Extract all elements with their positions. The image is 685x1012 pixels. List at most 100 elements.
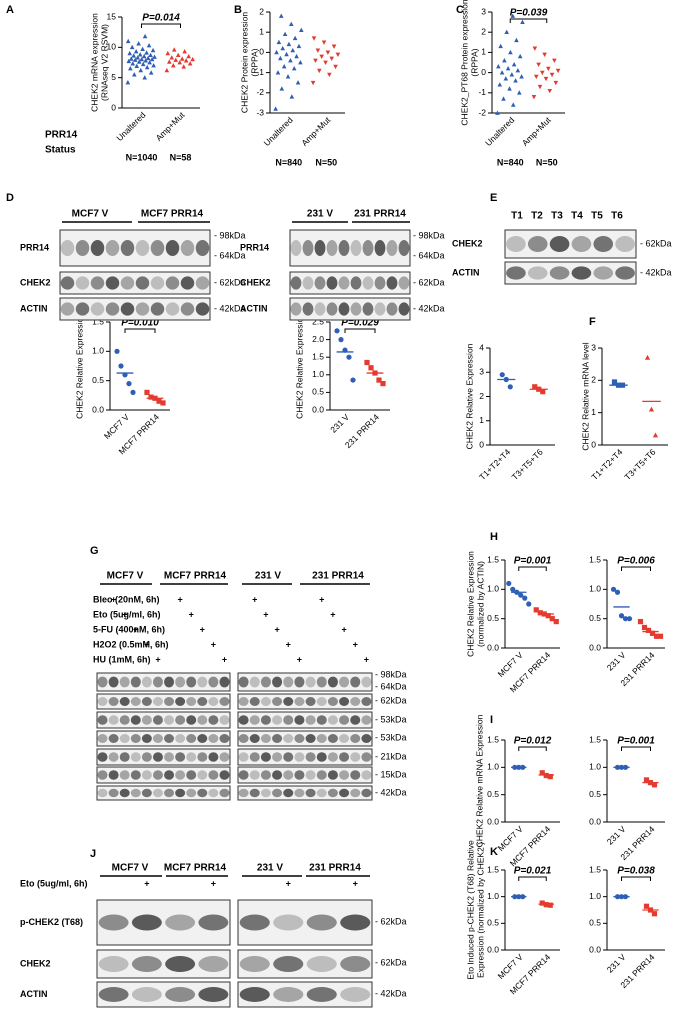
y-tick-label: 1.5 [589, 554, 601, 564]
blot-band [141, 676, 152, 688]
n-label: N=840 [275, 157, 302, 167]
blot-band [186, 734, 197, 743]
blot-band [314, 276, 326, 290]
blot-band [398, 302, 410, 316]
lane-group-label: 231 PRR14 [354, 209, 406, 220]
y-axis-label: CHEK2_PT68 Protein expression [459, 0, 469, 126]
data-point [288, 57, 293, 63]
blot-band [386, 302, 398, 316]
blot-band [593, 266, 614, 280]
size-marker: - 98kDa [375, 669, 407, 679]
treatment-plus: + [144, 878, 149, 888]
n-label: N=50 [315, 157, 337, 167]
blot-band [249, 697, 260, 706]
lane-group-label: 231 PRR14 [312, 571, 364, 582]
blot-row-label: PRR14 [20, 242, 49, 252]
blot-band [350, 715, 361, 725]
blot-band [164, 734, 175, 743]
blot-band [302, 276, 314, 290]
blot-band [180, 240, 195, 256]
significance-bracket [621, 566, 651, 571]
blot-frame [504, 229, 637, 259]
blot-band [527, 236, 548, 252]
data-point [278, 55, 283, 61]
blot-band [98, 987, 129, 1002]
data-point [334, 328, 340, 334]
y-tick-label: 0.0 [487, 944, 499, 954]
data-point [273, 106, 278, 111]
blot-band [195, 302, 210, 316]
blot-band [350, 276, 362, 290]
y-tick-label: 0.5 [589, 789, 601, 799]
data-point [510, 102, 516, 107]
data-point [299, 27, 304, 33]
n-label: N=840 [497, 157, 524, 167]
data-point [543, 76, 549, 82]
y-tick-label: 1.0 [589, 762, 601, 772]
lane-group-label: MCF7 V [107, 571, 144, 582]
blot-band [119, 788, 130, 798]
size-marker: - 64kDa [413, 250, 445, 260]
blot-band [305, 752, 316, 762]
p-value: P=0.014 [142, 13, 180, 24]
blot-frame [237, 693, 373, 710]
data-point [288, 21, 294, 26]
data-point [536, 62, 541, 68]
y-tick-label: 1.0 [487, 584, 499, 594]
data-point [610, 586, 617, 592]
data-point [509, 72, 515, 77]
data-point [125, 79, 131, 85]
data-point [291, 66, 297, 71]
data-point [141, 53, 147, 59]
blot-band [327, 788, 338, 798]
blot-band [306, 914, 337, 931]
blot-band [119, 676, 130, 688]
data-point [190, 56, 195, 62]
data-point [555, 68, 561, 74]
blot-band [141, 788, 152, 798]
blot-band [119, 715, 130, 725]
blot-band [75, 276, 90, 290]
data-point [539, 900, 545, 906]
y-axis-label: (RPPA) [249, 48, 259, 76]
data-point [130, 61, 136, 66]
blot-band [195, 276, 210, 290]
blot-band [386, 240, 398, 256]
x-tick-label: 231 V [605, 952, 628, 975]
blot-band [130, 676, 141, 688]
p-value: P=0.039 [510, 8, 548, 19]
y-tick-label: 1 [259, 26, 264, 36]
x-tick-label: Amp+Mut [154, 109, 187, 142]
lane-group-label: T5 [591, 211, 603, 222]
treatment-plus: + [341, 624, 346, 634]
x-tick-label: MCF7 V [102, 412, 131, 441]
size-marker: - 62kDa [413, 277, 445, 287]
blot-band [150, 240, 165, 256]
blot-band [339, 752, 350, 762]
data-point [547, 902, 553, 908]
data-point [127, 50, 133, 56]
blot-band [119, 770, 130, 780]
data-point [310, 80, 316, 86]
blot-band [327, 676, 338, 688]
panel-letter: D [6, 192, 14, 204]
blot-band [571, 266, 592, 280]
blot-band [350, 734, 361, 743]
blot-band [549, 236, 570, 252]
blot-band [108, 676, 119, 688]
lane-group-label: T1 [511, 211, 523, 222]
x-tick-label: T3+T5+T6 [622, 447, 657, 482]
y-axis-label: Expression (normalized by CHEK2 ) [475, 842, 485, 978]
data-point [152, 54, 157, 59]
size-marker: - 42kDa [640, 267, 672, 277]
y-tick-label: 1.5 [312, 351, 324, 361]
y-tick-label: 0.5 [487, 918, 499, 928]
size-marker: - 62kDa [375, 957, 407, 967]
blot-band [305, 697, 316, 706]
data-point [132, 57, 138, 62]
lane-group-label: 231 V [307, 209, 333, 220]
blot-band [175, 715, 186, 725]
blot-band [108, 734, 119, 743]
data-point [142, 33, 148, 39]
